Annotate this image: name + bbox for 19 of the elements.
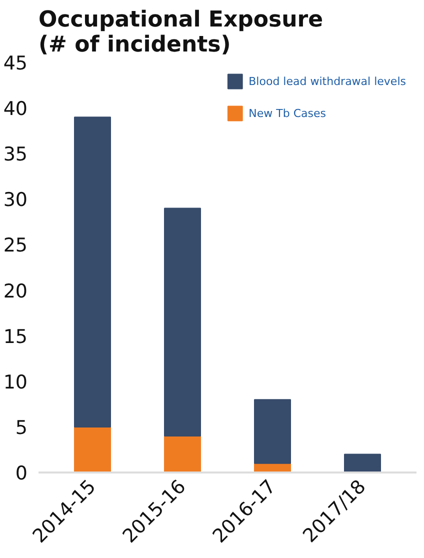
bar [74, 426, 111, 472]
y-tick-label: 45 [3, 52, 28, 74]
y-tick-label: 15 [3, 326, 28, 348]
y-tick-label: 10 [3, 371, 28, 394]
y-tick-label: 30 [3, 189, 28, 212]
chart-title: Occupational Exposure (# of incidents) [38, 8, 324, 58]
y-tick-label: 5 [15, 416, 28, 439]
y-tick-label: 25 [3, 234, 28, 257]
bar [74, 116, 111, 428]
y-tick-label: 35 [3, 144, 28, 166]
bar [164, 436, 201, 472]
legend-label: New Tb Cases [248, 106, 326, 120]
y-tick-label: 40 [3, 98, 28, 120]
bar [164, 208, 201, 437]
y-tick-label: 20 [3, 280, 28, 302]
y-tick-label: 0 [15, 462, 28, 484]
bar [254, 399, 291, 464]
bar [344, 454, 381, 472]
legend-label: Blood lead withdrawal levels [248, 74, 406, 88]
